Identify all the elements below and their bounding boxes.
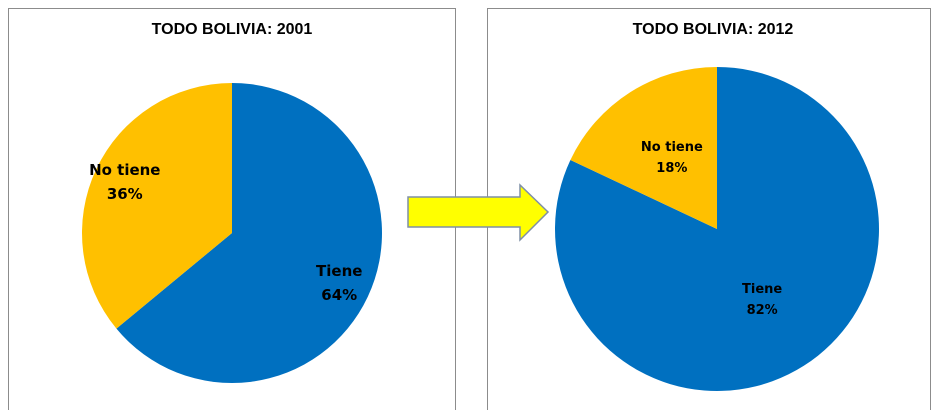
data-label: 64% (321, 286, 357, 304)
chart-title: TODO BOLIVIA: 2001 (152, 21, 313, 38)
pie-slice (570, 67, 717, 229)
chart-title: TODO BOLIVIA: 2012 (633, 21, 794, 38)
pie-slice (116, 83, 383, 384)
slice-label: No tiene (641, 140, 703, 155)
data-label: 82% (747, 303, 778, 318)
slice-label: Tiene (742, 282, 782, 297)
slice-label: No tiene (89, 161, 160, 179)
pie-slice (82, 82, 233, 329)
slice-label: Tiene (316, 262, 362, 280)
data-label: 36% (107, 185, 143, 203)
pie-slice (555, 67, 880, 391)
arrow (407, 183, 550, 242)
data-label: 18% (656, 161, 687, 176)
